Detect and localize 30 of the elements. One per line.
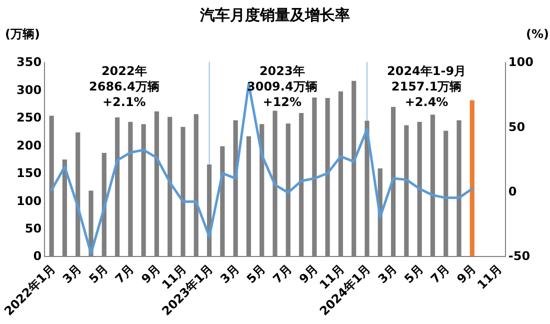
y-tick-label: 0 (33, 249, 42, 264)
x-tick-label: 5月 (402, 262, 426, 286)
x-tick-label: 5月 (244, 262, 268, 286)
y2-tick-label: 0 (508, 184, 517, 199)
x-tick-label: 7月 (112, 262, 137, 286)
y2-tick-label: 100 (508, 55, 534, 70)
chart-title: 汽车月度销量及增长率 (199, 6, 350, 24)
annotation: 2022年 2686.4万辆 +2.1% (89, 64, 160, 110)
y2-tick-label: 50 (508, 120, 526, 134)
x-tick-label: 5月 (86, 262, 111, 286)
line-series (50, 82, 474, 255)
x-tick-label: 9月 (296, 262, 321, 286)
y-tick-label: 250 (16, 110, 42, 125)
y2-axis-title: (%) (526, 27, 549, 41)
y-tick-label: 300 (16, 82, 42, 97)
x-tick-label: 3月 (375, 262, 400, 286)
y-tick-label: 50 (24, 221, 42, 236)
x-tick-label: 3月 (60, 262, 84, 286)
y-tick-label: 200 (16, 138, 42, 152)
x-tick-label: 7月 (270, 262, 295, 286)
y-tick-label: 350 (16, 55, 42, 70)
bar (470, 100, 474, 256)
x-tick-label: 3月 (218, 262, 242, 286)
y-tick-label: 150 (16, 166, 42, 180)
y-axis-title: (万辆) (5, 27, 40, 41)
annotation: 2024年1-9月 2157.1万辆 +2.4% (387, 64, 466, 110)
y-tick-label: 100 (16, 194, 42, 208)
x-tick-label: 9月 (138, 262, 164, 286)
x-tick-label: 7月 (428, 262, 452, 286)
y2-tick-label: -50 (508, 249, 530, 264)
